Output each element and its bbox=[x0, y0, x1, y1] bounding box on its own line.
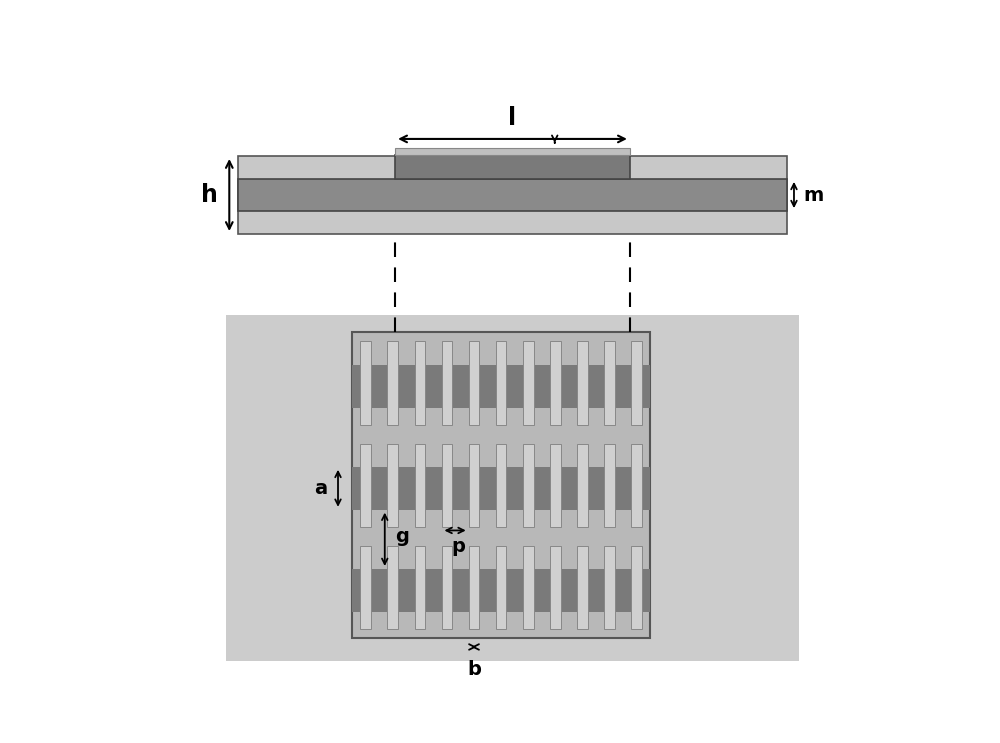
Text: t: t bbox=[565, 155, 574, 174]
Bar bbox=[469, 545, 479, 629]
Bar bbox=[496, 545, 506, 629]
Bar bbox=[631, 342, 642, 425]
Bar bbox=[550, 342, 561, 425]
Text: p: p bbox=[451, 537, 465, 557]
Bar bbox=[631, 545, 642, 629]
Text: l: l bbox=[508, 106, 517, 130]
Bar bbox=[577, 545, 588, 629]
Bar bbox=[523, 342, 534, 425]
Text: g: g bbox=[395, 527, 409, 546]
Text: m: m bbox=[803, 186, 823, 204]
Bar bbox=[352, 332, 650, 638]
Text: h: h bbox=[201, 183, 218, 207]
Bar bbox=[577, 342, 588, 425]
Bar bbox=[415, 444, 425, 528]
Bar bbox=[604, 444, 615, 528]
Text: b: b bbox=[467, 660, 481, 678]
Bar bbox=[496, 444, 506, 528]
Bar bbox=[226, 315, 799, 661]
Bar bbox=[352, 365, 650, 408]
Bar bbox=[523, 444, 534, 528]
Bar bbox=[550, 545, 561, 629]
Bar bbox=[523, 545, 534, 629]
Bar bbox=[352, 569, 650, 611]
Bar bbox=[415, 342, 425, 425]
Bar bbox=[577, 444, 588, 528]
Bar bbox=[360, 545, 371, 629]
Bar bbox=[469, 444, 479, 528]
Bar bbox=[442, 545, 452, 629]
Bar bbox=[604, 342, 615, 425]
Bar bbox=[352, 467, 650, 510]
Bar bbox=[360, 342, 371, 425]
Bar bbox=[387, 444, 398, 528]
Bar bbox=[469, 342, 479, 425]
Bar bbox=[631, 444, 642, 528]
Bar bbox=[496, 342, 506, 425]
Bar bbox=[415, 545, 425, 629]
Bar bbox=[360, 444, 371, 528]
Text: a: a bbox=[314, 478, 327, 498]
Bar bbox=[238, 179, 787, 211]
Bar bbox=[604, 545, 615, 629]
Bar bbox=[238, 156, 787, 234]
Bar bbox=[387, 342, 398, 425]
Bar bbox=[442, 342, 452, 425]
Bar bbox=[442, 444, 452, 528]
Bar bbox=[550, 444, 561, 528]
Bar bbox=[395, 155, 630, 179]
Bar bbox=[387, 545, 398, 629]
Bar bbox=[395, 148, 630, 155]
